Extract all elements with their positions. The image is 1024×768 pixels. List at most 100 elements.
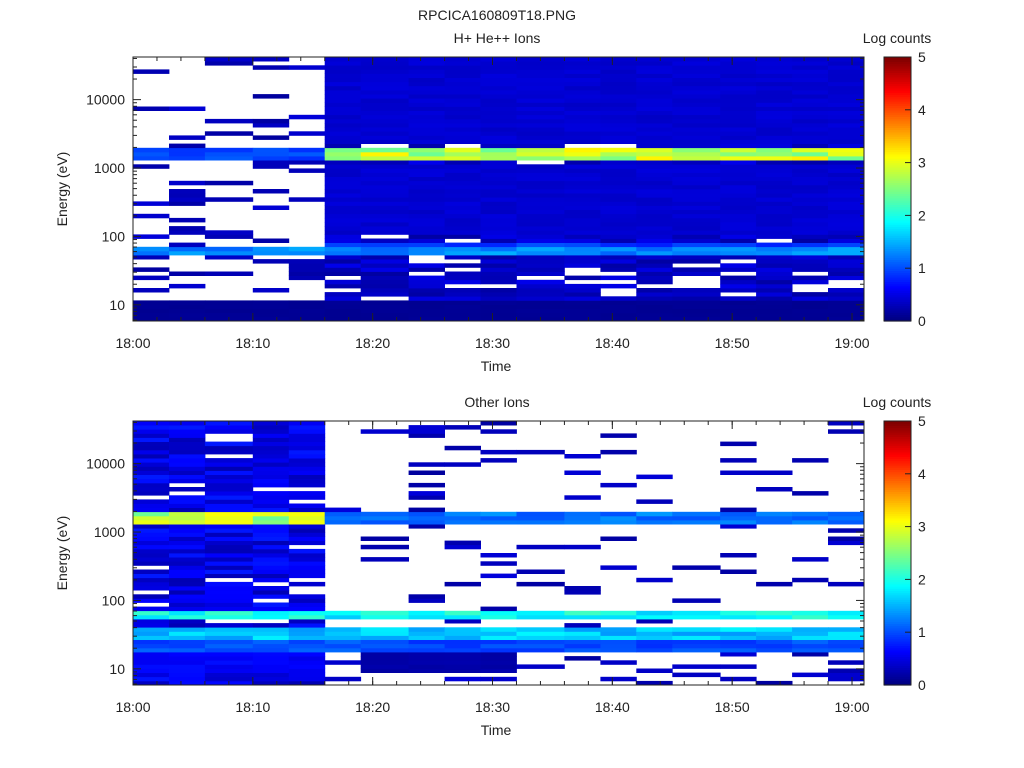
heatmap-cell xyxy=(516,94,565,99)
heatmap-cell xyxy=(408,643,445,649)
heatmap-cell xyxy=(444,250,481,256)
colorbar-swatch xyxy=(884,219,911,223)
heatmap-cell xyxy=(480,205,517,210)
heatmap-cell xyxy=(204,118,254,124)
heatmap-cell xyxy=(288,449,326,455)
heatmap-cell xyxy=(720,275,757,281)
heatmap-cell xyxy=(360,184,409,190)
colorbar-swatch xyxy=(884,107,911,111)
colorbar-swatch xyxy=(884,186,911,190)
heatmap-cell xyxy=(360,536,409,541)
heatmap-cell xyxy=(636,135,673,140)
x-tick-label: 18:20 xyxy=(355,335,390,351)
colorbar-swatch xyxy=(884,460,911,464)
heatmap-cell xyxy=(288,437,326,442)
colorbar-swatch xyxy=(884,572,911,576)
heatmap-cell xyxy=(360,193,409,198)
colorbar-swatch xyxy=(884,208,911,212)
heatmap-cell xyxy=(252,429,290,434)
heatmap-cell xyxy=(636,226,673,231)
heatmap-cell xyxy=(564,61,601,66)
colorbar-swatch xyxy=(884,449,911,453)
heatmap-cell xyxy=(564,275,601,281)
heatmap-cell xyxy=(408,631,445,636)
heatmap-cell xyxy=(600,647,637,653)
colorbar-tick-label: 2 xyxy=(918,571,926,587)
heatmap-cell xyxy=(169,680,206,686)
heatmap-cell xyxy=(516,581,565,587)
heatmap-cell xyxy=(480,57,517,62)
heatmap-cell xyxy=(480,631,517,636)
heatmap-cell xyxy=(480,288,517,293)
colorbar-swatch xyxy=(884,469,911,473)
heatmap-cell xyxy=(600,565,637,570)
heatmap-cell xyxy=(252,664,290,669)
heatmap-cell xyxy=(720,156,757,161)
heatmap-cell xyxy=(672,147,721,153)
heatmap-cell xyxy=(720,627,757,632)
heatmap-cell xyxy=(288,304,326,309)
heatmap-cell xyxy=(720,85,757,91)
colorbar-swatch xyxy=(884,656,911,660)
heatmap-cell xyxy=(636,222,673,227)
heatmap-cell xyxy=(444,197,481,202)
heatmap-cell xyxy=(204,594,254,599)
x-tick-label: 18:50 xyxy=(715,699,750,715)
heatmap-cell xyxy=(288,474,326,480)
heatmap-cell xyxy=(204,676,254,682)
heatmap-cell xyxy=(360,135,409,140)
heatmap-cell xyxy=(720,515,757,521)
heatmap-cell xyxy=(792,57,829,62)
heatmap-cell xyxy=(756,172,793,177)
heatmap-cell xyxy=(324,213,362,219)
heatmap-cell xyxy=(564,57,601,62)
heatmap-cell xyxy=(288,482,326,488)
heatmap-cell xyxy=(828,57,865,62)
heatmap-cell xyxy=(480,184,517,190)
heatmap-cell xyxy=(720,123,757,128)
heatmap-cell xyxy=(720,652,757,657)
heatmap-cell xyxy=(288,131,326,136)
heatmap-cell xyxy=(252,312,290,318)
heatmap-cell xyxy=(792,90,829,95)
heatmap-cell xyxy=(133,676,170,682)
colorbar-swatch xyxy=(884,200,911,203)
heatmap-cell xyxy=(324,308,362,314)
heatmap-cell xyxy=(564,635,601,640)
heatmap-cell xyxy=(672,515,721,521)
x-tick-label: 18:40 xyxy=(595,335,630,351)
heatmap-cell xyxy=(600,242,637,248)
heatmap-cell xyxy=(564,197,601,202)
heatmap-cell xyxy=(408,114,445,120)
heatmap-cell xyxy=(516,308,565,314)
heatmap-cell xyxy=(636,201,673,206)
heatmap-cell xyxy=(600,73,637,78)
heatmap-cell xyxy=(564,213,601,219)
colorbar-swatch xyxy=(884,647,911,651)
colorbar-swatch xyxy=(884,290,911,293)
heatmap-cell xyxy=(480,143,517,149)
heatmap-cell xyxy=(516,102,565,107)
heatmap-cell xyxy=(516,156,565,161)
heatmap-cell xyxy=(720,131,757,136)
heatmap-cell xyxy=(792,515,829,521)
heatmap-cell xyxy=(360,94,409,99)
heatmap-cell xyxy=(516,515,565,521)
heatmap-cell xyxy=(204,151,254,157)
heatmap-cell xyxy=(828,614,865,620)
heatmap-cell xyxy=(792,184,829,190)
heatmap-cell xyxy=(324,627,362,632)
heatmap-cell xyxy=(252,553,290,558)
heatmap-cell xyxy=(828,267,865,272)
heatmap-cell xyxy=(792,511,829,517)
heatmap-cell xyxy=(204,131,254,136)
heatmap-cell xyxy=(252,507,290,513)
colorbar-swatch xyxy=(884,285,911,289)
heatmap-cell xyxy=(480,189,517,194)
heatmap-cell xyxy=(720,267,757,272)
heatmap-cell xyxy=(756,680,793,686)
heatmap-cell xyxy=(133,643,170,649)
heatmap-cell xyxy=(360,61,409,66)
heatmap-cell xyxy=(169,553,206,558)
heatmap-cell xyxy=(828,639,865,645)
